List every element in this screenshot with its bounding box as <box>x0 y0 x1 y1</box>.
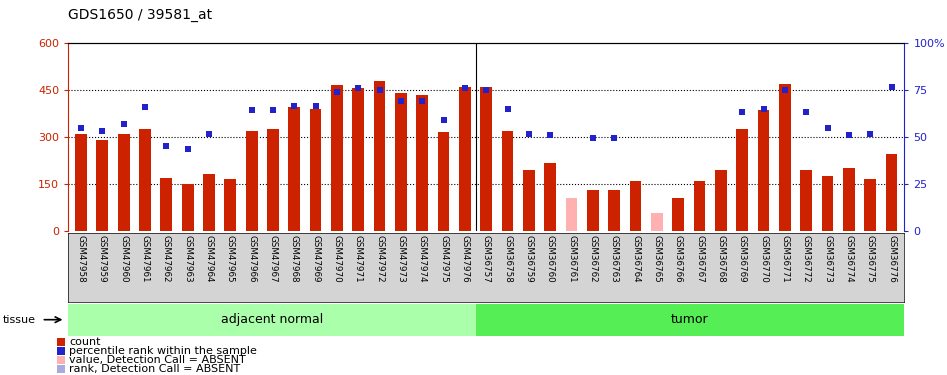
Text: GSM36761: GSM36761 <box>567 235 576 282</box>
Bar <box>758 110 770 231</box>
Bar <box>630 181 641 231</box>
Text: rank, Detection Call = ABSENT: rank, Detection Call = ABSENT <box>69 364 241 374</box>
Bar <box>800 170 813 231</box>
Text: GSM36770: GSM36770 <box>759 235 768 282</box>
Bar <box>779 84 791 231</box>
Text: GSM47961: GSM47961 <box>140 235 150 282</box>
Text: GSM47974: GSM47974 <box>418 235 427 282</box>
Bar <box>331 86 343 231</box>
Bar <box>246 130 258 231</box>
Bar <box>267 129 278 231</box>
Bar <box>139 129 151 231</box>
Bar <box>523 170 535 231</box>
Bar <box>715 170 726 231</box>
Text: GSM36774: GSM36774 <box>845 235 853 282</box>
Text: adjacent normal: adjacent normal <box>221 313 323 326</box>
Text: GSM47970: GSM47970 <box>332 235 342 282</box>
Text: GSM36759: GSM36759 <box>525 235 533 282</box>
Bar <box>672 198 684 231</box>
Text: GSM47958: GSM47958 <box>77 235 85 282</box>
Bar <box>652 213 663 231</box>
Text: GSM36773: GSM36773 <box>823 235 832 282</box>
Text: GSM47962: GSM47962 <box>162 235 170 282</box>
Text: GSM47976: GSM47976 <box>460 235 470 282</box>
Bar <box>374 81 385 231</box>
Bar <box>737 129 748 231</box>
Bar <box>117 134 130 231</box>
Text: GSM36769: GSM36769 <box>738 235 747 282</box>
Text: GSM36766: GSM36766 <box>673 235 683 282</box>
Text: GSM36757: GSM36757 <box>482 235 491 282</box>
Text: GSM36763: GSM36763 <box>610 235 618 282</box>
Text: GSM36762: GSM36762 <box>588 235 598 282</box>
Text: GSM36776: GSM36776 <box>887 235 896 282</box>
Text: GSM36760: GSM36760 <box>545 235 555 282</box>
Bar <box>224 179 236 231</box>
Bar <box>438 132 450 231</box>
Bar <box>822 176 833 231</box>
Text: GSM36775: GSM36775 <box>866 235 875 282</box>
Bar <box>160 177 172 231</box>
Text: GSM47971: GSM47971 <box>354 235 363 282</box>
Bar <box>97 140 108 231</box>
Text: GSM47972: GSM47972 <box>375 235 384 282</box>
Bar <box>182 184 193 231</box>
Text: GSM47960: GSM47960 <box>119 235 128 282</box>
Text: GSM47967: GSM47967 <box>268 235 277 282</box>
Bar <box>694 181 706 231</box>
Bar <box>289 107 300 231</box>
Bar <box>75 134 87 231</box>
Bar <box>310 109 321 231</box>
Bar <box>459 87 471 231</box>
Text: GSM36767: GSM36767 <box>695 235 705 282</box>
Text: GSM36768: GSM36768 <box>717 235 725 282</box>
Text: value, Detection Call = ABSENT: value, Detection Call = ABSENT <box>69 355 246 365</box>
Text: tissue: tissue <box>3 315 36 325</box>
Text: GSM36764: GSM36764 <box>631 235 640 282</box>
Text: GSM47963: GSM47963 <box>183 235 192 282</box>
Text: GSM47969: GSM47969 <box>312 235 320 282</box>
Text: GSM47964: GSM47964 <box>205 235 213 282</box>
Text: GSM47966: GSM47966 <box>247 235 256 282</box>
Bar <box>203 174 215 231</box>
Bar <box>885 154 898 231</box>
Bar <box>843 168 855 231</box>
Bar <box>587 190 599 231</box>
Bar <box>352 88 365 231</box>
Text: GSM47973: GSM47973 <box>397 235 405 282</box>
Text: GSM36758: GSM36758 <box>503 235 512 282</box>
Text: GSM36772: GSM36772 <box>802 235 811 282</box>
Bar <box>475 304 904 336</box>
Bar <box>565 198 578 231</box>
Text: percentile rank within the sample: percentile rank within the sample <box>69 346 257 356</box>
Text: tumor: tumor <box>671 313 708 326</box>
Bar <box>68 304 475 336</box>
Bar <box>608 190 620 231</box>
Text: GDS1650 / 39581_at: GDS1650 / 39581_at <box>68 9 212 22</box>
Bar <box>502 130 513 231</box>
Bar <box>865 179 876 231</box>
Text: GSM36765: GSM36765 <box>652 235 661 282</box>
Text: GSM47968: GSM47968 <box>290 235 299 282</box>
Bar <box>417 95 428 231</box>
Text: count: count <box>69 337 100 347</box>
Bar <box>395 93 407 231</box>
Text: GSM36771: GSM36771 <box>780 235 790 282</box>
Text: GSM47975: GSM47975 <box>439 235 448 282</box>
Bar <box>480 87 492 231</box>
Text: GSM47965: GSM47965 <box>225 235 235 282</box>
Bar <box>545 164 556 231</box>
Text: GSM47959: GSM47959 <box>98 235 107 282</box>
